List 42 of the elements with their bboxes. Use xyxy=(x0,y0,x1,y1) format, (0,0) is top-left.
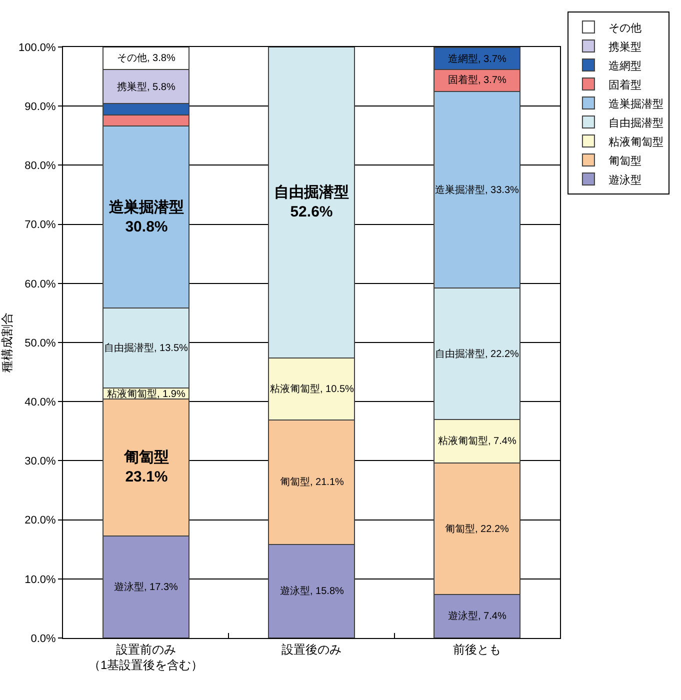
data-label: 自由掘潜型, 22.2% xyxy=(435,348,520,360)
y-tick-label: 90.0% xyxy=(24,100,56,113)
data-label: 造巣掘潜型 30.8% xyxy=(108,198,184,236)
data-label: 自由掘潜型, 13.5% xyxy=(104,342,188,354)
y-tick-label: 10.0% xyxy=(24,574,56,586)
y-tick-label: 70.0% xyxy=(24,219,56,232)
data-label: 固着型, 3.7% xyxy=(448,74,506,86)
legend-label: 粘液匍匐型 xyxy=(608,135,664,148)
x-tick-label: 前後とも xyxy=(453,642,502,656)
legend-label: その他 xyxy=(608,22,642,34)
data-label: 遊泳型, 15.8% xyxy=(280,585,344,597)
data-label: 粘液匍匐型, 1.9% xyxy=(107,388,186,400)
x-tick-label: 設置後のみ xyxy=(282,642,342,656)
x-tick-label: 設置前のみ（1基設置後を含む） xyxy=(88,642,204,672)
y-tick-label: 20.0% xyxy=(24,514,56,527)
legend-label: 造巣掘潜型 xyxy=(608,97,664,110)
data-label: 遊泳型, 17.3% xyxy=(114,581,178,593)
legend-label: 遊泳型 xyxy=(608,173,642,186)
legend-label: 匍匐型 xyxy=(608,155,642,168)
data-label: 自由掘潜型 52.6% xyxy=(274,184,349,220)
data-label: 遊泳型, 7.4% xyxy=(448,610,506,622)
y-tick-label: 40.0% xyxy=(24,396,56,408)
data-label: 造網型, 3.7% xyxy=(448,53,506,65)
y-tick-label: 100.0% xyxy=(18,42,56,54)
data-label: 匍匐型, 21.1% xyxy=(280,476,344,488)
y-tick-label: 0.0% xyxy=(30,632,56,645)
legend-label: 固着型 xyxy=(608,78,642,92)
data-label: 匍匐型 23.1% xyxy=(123,449,169,486)
data-label: 粘液匍匐型, 10.5% xyxy=(270,383,354,395)
data-label: 粘液匍匐型, 7.4% xyxy=(438,435,516,447)
y-tick-label: 30.0% xyxy=(24,456,56,468)
y-axis-title: 種構成割合 xyxy=(0,312,14,372)
data-label: 携巣型, 5.8% xyxy=(117,81,176,93)
data-label: 造巣掘潜型, 33.3% xyxy=(435,184,520,196)
legend-label: 造網型 xyxy=(608,59,642,72)
legend-label: 携巣型 xyxy=(608,40,642,54)
y-tick-label: 50.0% xyxy=(24,337,56,350)
data-label: 匍匐型, 22.2% xyxy=(445,523,510,535)
data-label: その他, 3.8% xyxy=(117,52,176,64)
y-tick-label: 60.0% xyxy=(24,278,56,290)
legend-label: 自由掘潜型 xyxy=(608,116,664,130)
y-tick-label: 80.0% xyxy=(24,160,56,172)
